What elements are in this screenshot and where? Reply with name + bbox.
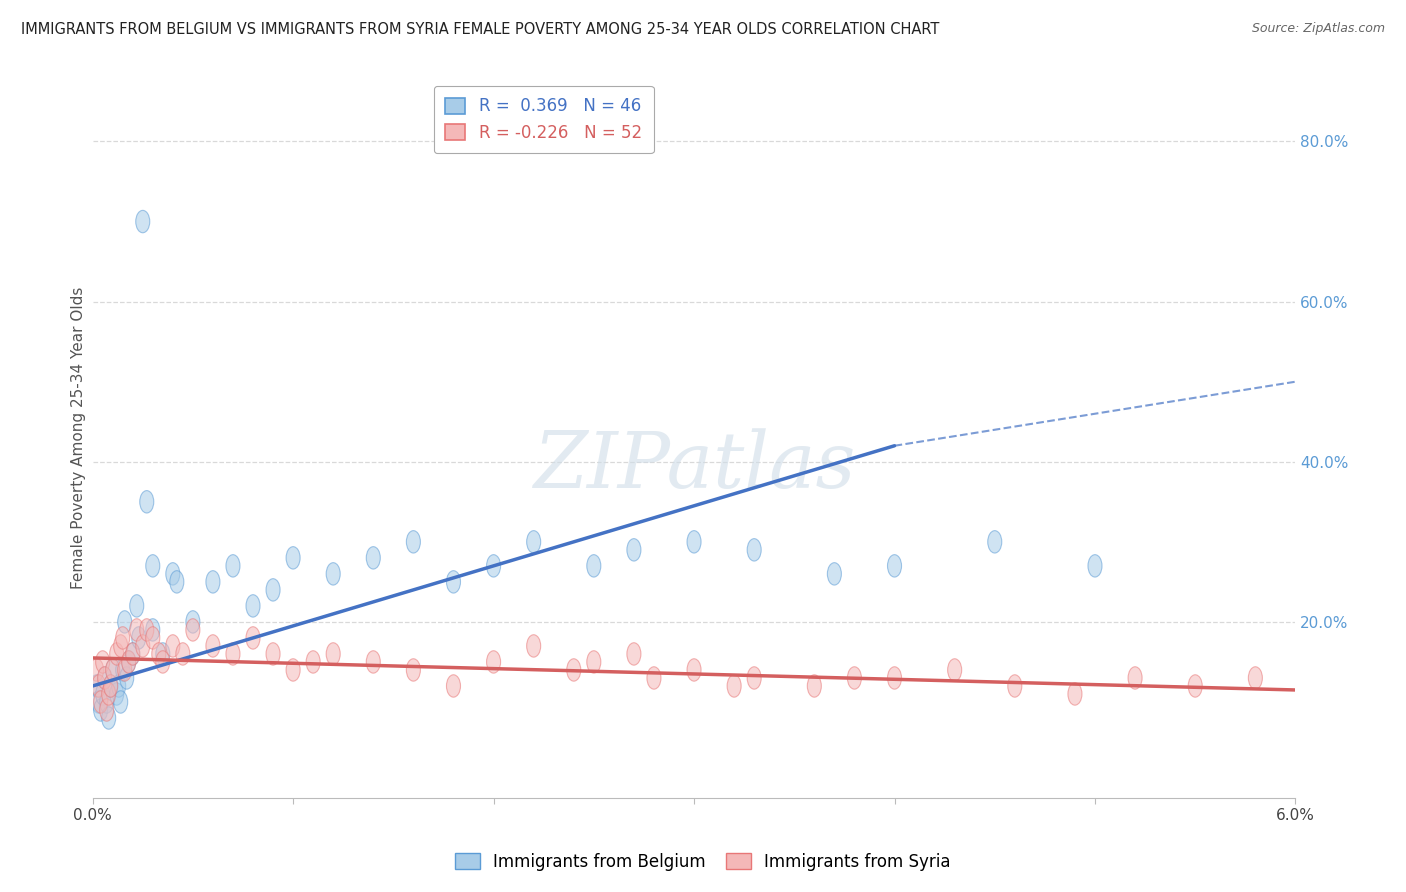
- Y-axis label: Female Poverty Among 25-34 Year Olds: Female Poverty Among 25-34 Year Olds: [72, 286, 86, 589]
- Text: ZIPatlas: ZIPatlas: [533, 428, 855, 505]
- Text: IMMIGRANTS FROM BELGIUM VS IMMIGRANTS FROM SYRIA FEMALE POVERTY AMONG 25-34 YEAR: IMMIGRANTS FROM BELGIUM VS IMMIGRANTS FR…: [21, 22, 939, 37]
- Text: Source: ZipAtlas.com: Source: ZipAtlas.com: [1251, 22, 1385, 36]
- Legend: R =  0.369   N = 46, R = -0.226   N = 52: R = 0.369 N = 46, R = -0.226 N = 52: [434, 86, 654, 153]
- Legend: Immigrants from Belgium, Immigrants from Syria: Immigrants from Belgium, Immigrants from…: [447, 845, 959, 880]
